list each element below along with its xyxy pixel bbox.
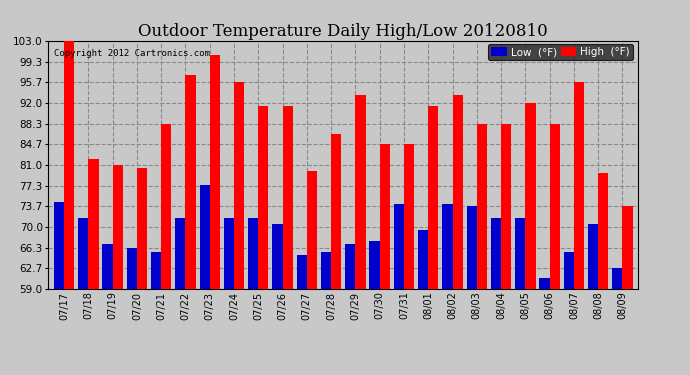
Bar	[297, 255, 307, 289]
Bar	[331, 134, 342, 289]
Bar	[466, 206, 477, 289]
Bar	[515, 219, 525, 289]
Bar	[127, 248, 137, 289]
Bar	[622, 206, 633, 289]
Bar	[428, 106, 438, 289]
Bar	[588, 224, 598, 289]
Bar	[574, 82, 584, 289]
Bar	[199, 185, 210, 289]
Bar	[137, 168, 147, 289]
Bar	[78, 219, 88, 289]
Bar	[345, 244, 355, 289]
Bar	[564, 252, 574, 289]
Bar	[453, 95, 463, 289]
Bar	[224, 219, 234, 289]
Bar	[186, 75, 196, 289]
Bar	[540, 278, 550, 289]
Bar	[64, 41, 75, 289]
Bar	[54, 202, 64, 289]
Bar	[175, 219, 186, 289]
Bar	[307, 171, 317, 289]
Bar	[477, 124, 487, 289]
Bar	[102, 244, 112, 289]
Bar	[161, 124, 171, 289]
Bar	[501, 124, 511, 289]
Bar	[612, 268, 622, 289]
Legend: Low  (°F), High  (°F): Low (°F), High (°F)	[489, 44, 633, 60]
Bar	[404, 144, 414, 289]
Bar	[273, 224, 283, 289]
Bar	[550, 124, 560, 289]
Bar	[210, 56, 220, 289]
Bar	[321, 252, 331, 289]
Bar	[598, 174, 609, 289]
Bar	[248, 219, 258, 289]
Bar	[258, 106, 268, 289]
Bar	[418, 230, 428, 289]
Bar	[380, 144, 390, 289]
Bar	[355, 95, 366, 289]
Text: Copyright 2012 Cartronics.com: Copyright 2012 Cartronics.com	[55, 49, 210, 58]
Bar	[370, 241, 380, 289]
Bar	[88, 159, 99, 289]
Bar	[442, 204, 453, 289]
Bar	[525, 103, 535, 289]
Bar	[394, 204, 404, 289]
Bar	[491, 219, 501, 289]
Bar	[112, 165, 123, 289]
Bar	[151, 252, 161, 289]
Bar	[283, 106, 293, 289]
Title: Outdoor Temperature Daily High/Low 20120810: Outdoor Temperature Daily High/Low 20120…	[139, 23, 548, 40]
Bar	[234, 82, 244, 289]
